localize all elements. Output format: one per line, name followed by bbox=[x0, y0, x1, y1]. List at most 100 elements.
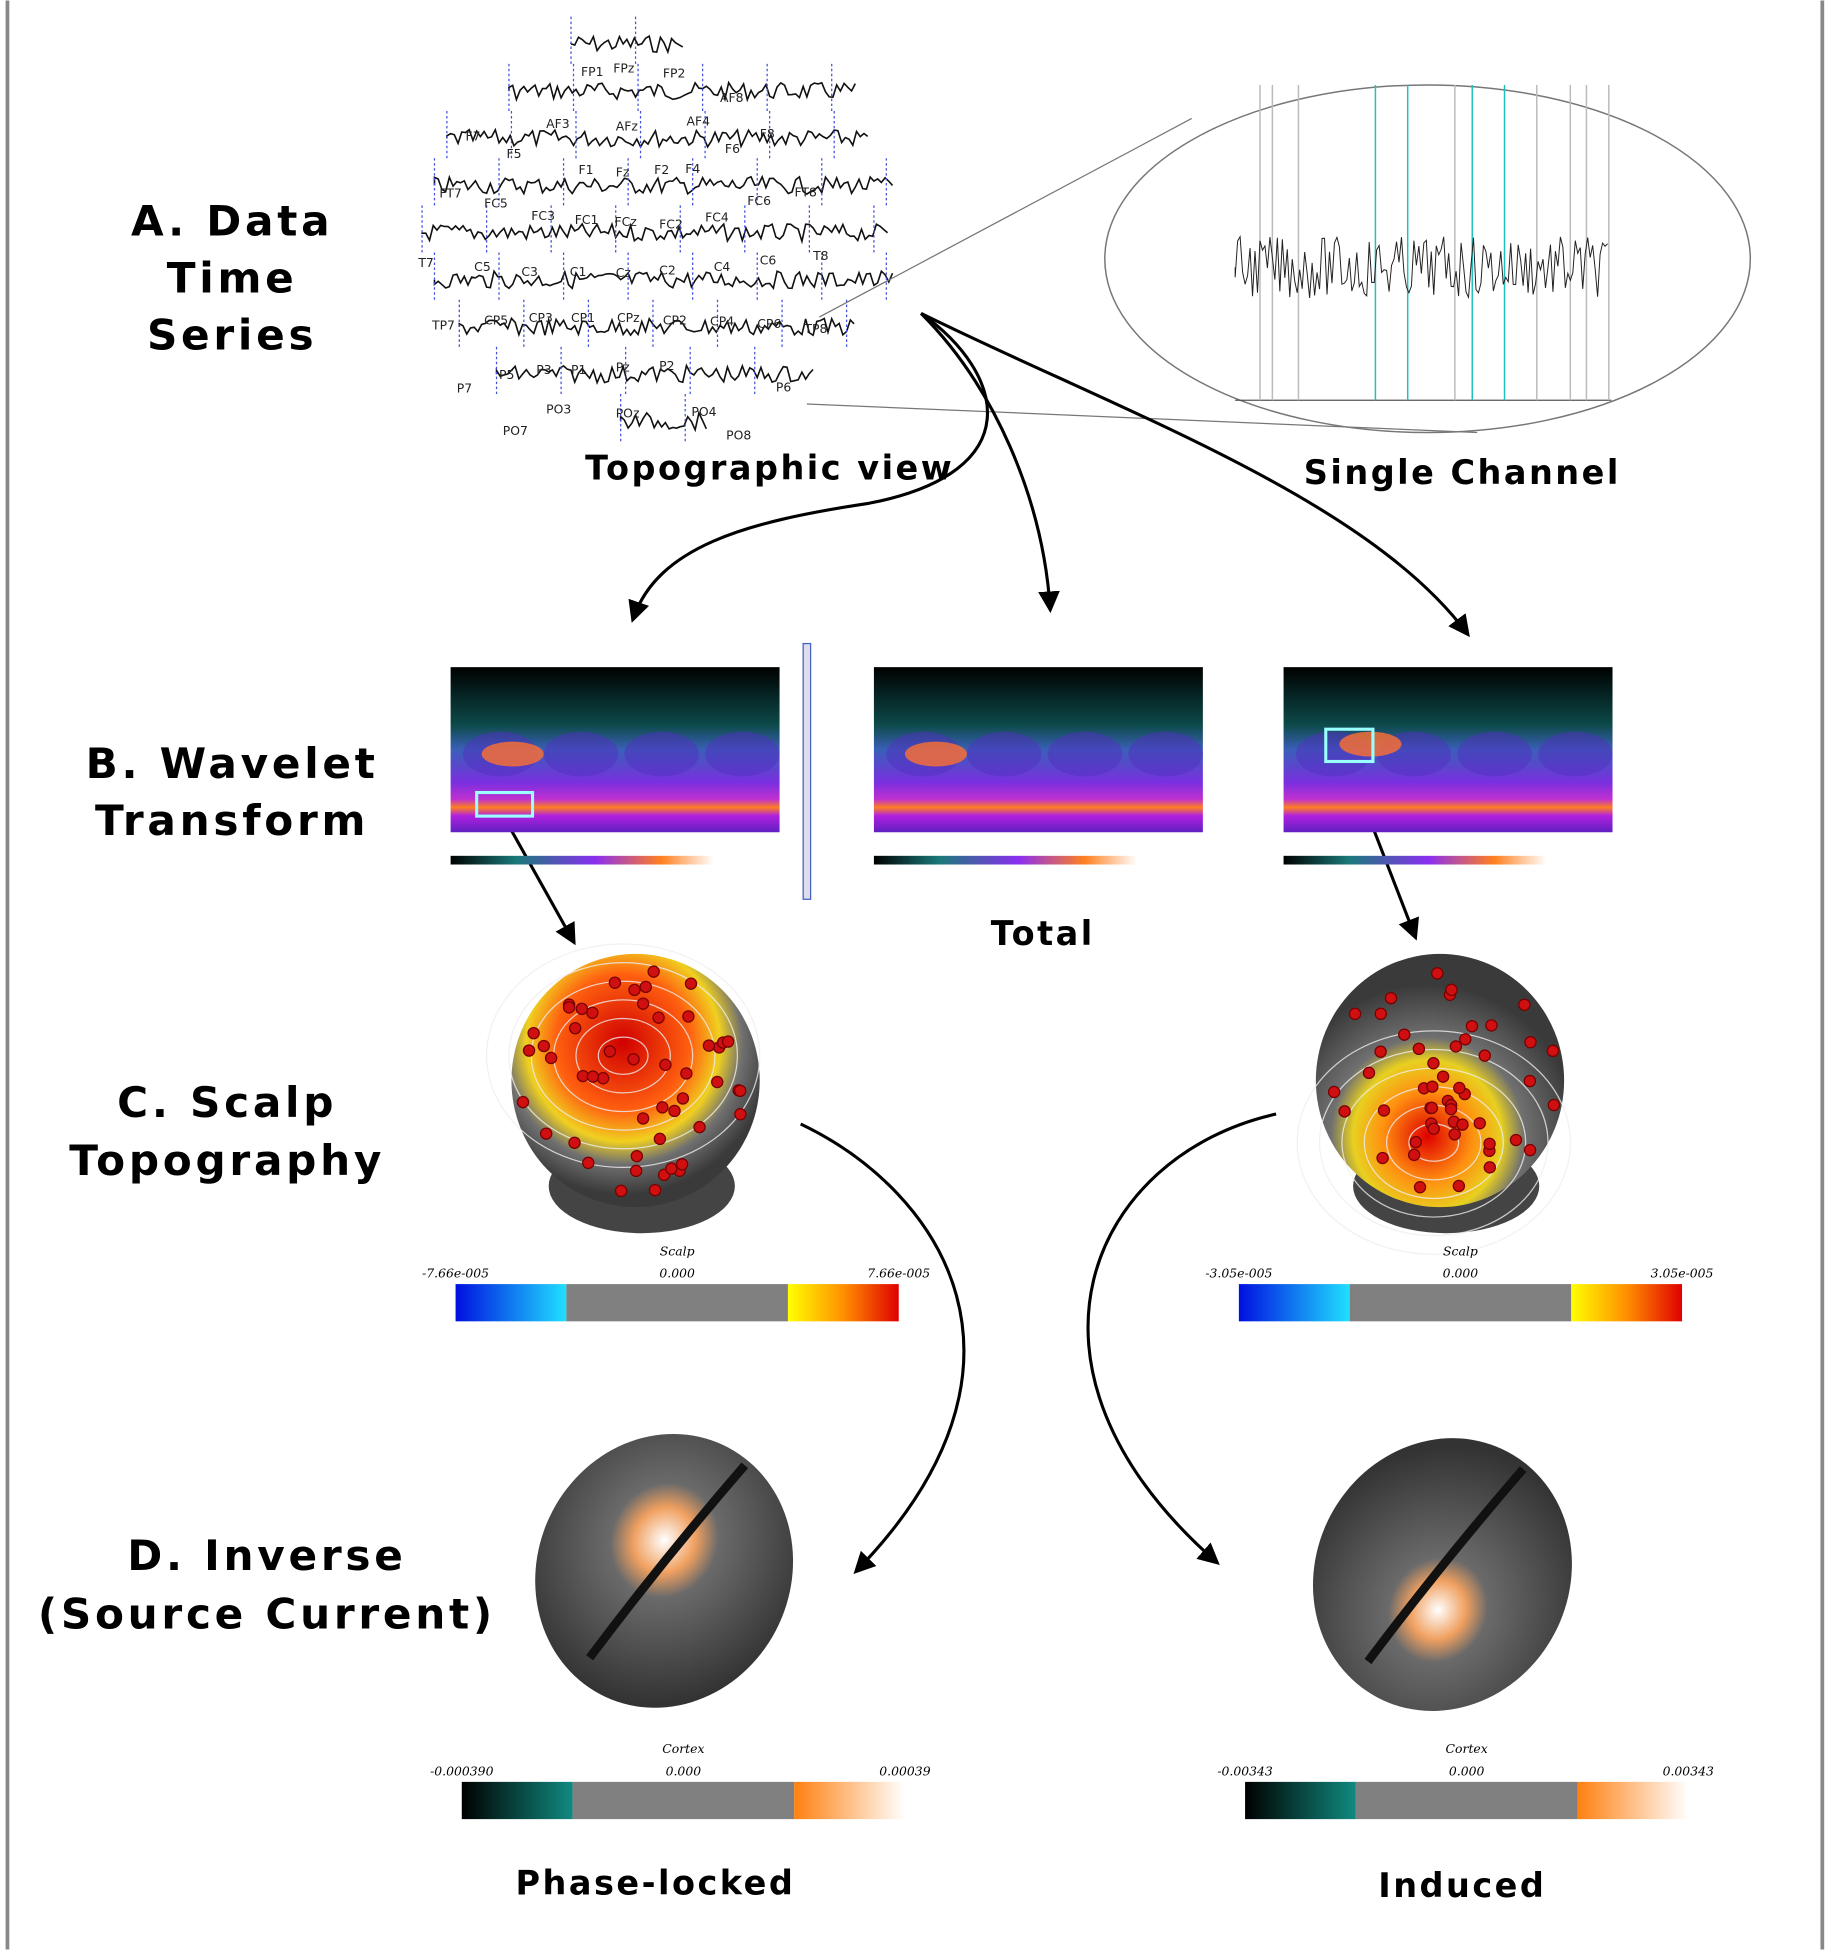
electrode bbox=[609, 977, 620, 988]
electrode bbox=[648, 966, 659, 977]
electrode bbox=[640, 981, 651, 992]
electrode bbox=[1457, 1119, 1468, 1130]
electrode bbox=[631, 1151, 642, 1162]
electrode-label: TP8 bbox=[803, 321, 827, 336]
electrode-label: FC4 bbox=[705, 209, 729, 224]
electrode bbox=[1445, 1104, 1456, 1115]
electrode-label: FCz bbox=[614, 214, 636, 229]
caption: Single Channel bbox=[1304, 453, 1621, 492]
colorbar-min: -3.05e-005 bbox=[1205, 1266, 1272, 1281]
electrode-label: C6 bbox=[760, 253, 777, 268]
electrode bbox=[1329, 1086, 1340, 1097]
electrode-label: CP4 bbox=[710, 314, 734, 329]
wavelet-colorbar bbox=[1284, 856, 1547, 865]
electrode-label: F8 bbox=[760, 126, 775, 141]
electrode bbox=[683, 1011, 694, 1022]
electrode-label: C2 bbox=[659, 263, 676, 278]
electrode-label: FT8 bbox=[794, 184, 816, 199]
electrode-label: P5 bbox=[499, 367, 514, 382]
electrode bbox=[1432, 968, 1443, 979]
electrode bbox=[735, 1085, 746, 1096]
electrode-label: C5 bbox=[474, 259, 491, 274]
electrode bbox=[1525, 1037, 1536, 1048]
electrode bbox=[541, 1128, 552, 1139]
electrode bbox=[583, 1157, 594, 1168]
electrode-label: FP1 bbox=[581, 64, 604, 79]
arrow bbox=[801, 1124, 964, 1571]
zoom-line bbox=[807, 404, 1477, 433]
electrode bbox=[1438, 1071, 1449, 1082]
electrode bbox=[517, 1097, 528, 1108]
electrode-label: AF3 bbox=[546, 116, 570, 131]
page: {"sections":[ {"lines":["A. Data","Time"… bbox=[0, 0, 1831, 1950]
colorbar-max: 3.05e-005 bbox=[1651, 1266, 1714, 1281]
electrode bbox=[1426, 1102, 1437, 1113]
electrode-label: PO7 bbox=[503, 423, 528, 438]
electrode-label: F1 bbox=[578, 162, 593, 177]
section-label: Time bbox=[167, 254, 298, 303]
electrode bbox=[570, 1023, 581, 1034]
electrode bbox=[1339, 1106, 1350, 1117]
wavelet-blob bbox=[1048, 732, 1122, 777]
electrode bbox=[563, 1002, 574, 1013]
colorbar-low bbox=[1239, 1284, 1350, 1321]
electrode bbox=[546, 1052, 557, 1063]
caption: Phase-locked bbox=[516, 1863, 796, 1902]
electrode bbox=[587, 1071, 598, 1082]
caption: Induced bbox=[1378, 1866, 1546, 1905]
electrode bbox=[1548, 1099, 1559, 1110]
electrode bbox=[1378, 1105, 1389, 1116]
colorbar-max: 7.66e-005 bbox=[867, 1266, 930, 1281]
eeg-trace bbox=[434, 177, 892, 194]
electrode bbox=[660, 1059, 671, 1070]
electrode bbox=[694, 1122, 705, 1133]
colorbar-title: Scalp bbox=[1443, 1243, 1478, 1258]
electrode bbox=[677, 1159, 688, 1170]
electrode bbox=[1524, 1075, 1535, 1086]
colorbar-title: Cortex bbox=[662, 1741, 704, 1756]
wavelet-blob bbox=[1128, 732, 1202, 777]
electrode bbox=[1410, 1136, 1421, 1147]
electrode-label: C1 bbox=[570, 264, 587, 279]
electrode bbox=[1484, 1162, 1495, 1173]
brain bbox=[491, 1391, 838, 1750]
zoom-line bbox=[819, 118, 1191, 317]
electrode bbox=[1474, 1118, 1485, 1129]
colorbar-high bbox=[1571, 1284, 1682, 1321]
electrode bbox=[1486, 1020, 1497, 1031]
wavelet-blob bbox=[1457, 732, 1531, 777]
electrode-label: PO4 bbox=[691, 404, 716, 419]
electrode-label: CP1 bbox=[571, 310, 595, 325]
electrode bbox=[1466, 1021, 1477, 1032]
electrode bbox=[685, 978, 696, 989]
electrode bbox=[681, 1068, 692, 1079]
electrode-label: FC3 bbox=[531, 208, 555, 223]
colorbar-high bbox=[788, 1284, 899, 1321]
section-label: A. Data bbox=[131, 196, 333, 245]
electrode-label: FC6 bbox=[747, 193, 771, 208]
colorbar-mid-label: 0.000 bbox=[666, 1763, 702, 1778]
electrode-label: F2 bbox=[654, 162, 669, 177]
electrode-label: AF8 bbox=[720, 90, 744, 105]
wavelet-blob bbox=[967, 732, 1041, 777]
wavelet-blob bbox=[624, 732, 698, 777]
electrode bbox=[629, 984, 640, 995]
eeg-trace bbox=[571, 36, 683, 52]
electrode-label: FP2 bbox=[663, 65, 686, 80]
section-label: Topography bbox=[69, 1136, 385, 1185]
electrode bbox=[1409, 1149, 1420, 1160]
section-label: (Source Current) bbox=[38, 1589, 496, 1638]
electrode-label: F7 bbox=[466, 129, 481, 144]
electrode-label: FPz bbox=[613, 60, 634, 75]
caption: Topographic view bbox=[585, 448, 954, 487]
section-label: D. Inverse bbox=[127, 1531, 406, 1580]
electrode-label: CP5 bbox=[484, 312, 508, 327]
arrow bbox=[1088, 1114, 1276, 1562]
electrode-label: CPz bbox=[617, 310, 640, 325]
electrode-label: FT7 bbox=[439, 186, 461, 201]
electrode-label: P6 bbox=[776, 379, 791, 394]
colorbar-mid-label: 0.000 bbox=[1443, 1266, 1479, 1281]
wavelet-blob bbox=[705, 732, 779, 777]
electrode bbox=[1524, 1145, 1535, 1156]
electrode bbox=[1479, 1050, 1490, 1061]
